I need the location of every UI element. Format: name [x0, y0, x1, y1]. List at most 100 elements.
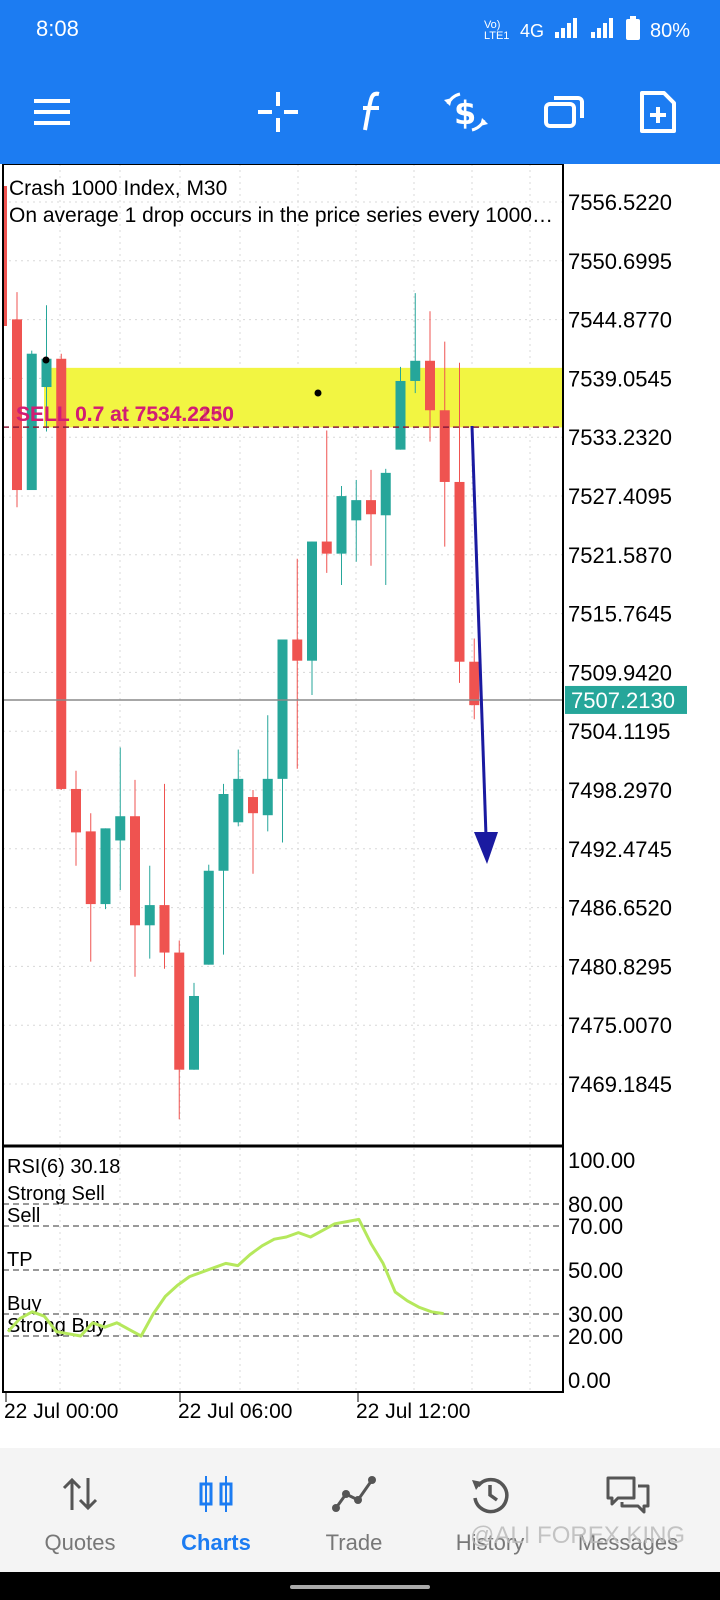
nav-history[interactable]: History — [418, 1448, 562, 1572]
candle — [100, 828, 111, 910]
price-axis-label: 7480.8295 — [568, 954, 672, 979]
status-time: 8:08 — [36, 16, 79, 41]
rsi-level-label: Sell — [7, 1205, 40, 1227]
charts-icon — [144, 1474, 288, 1514]
candle — [159, 783, 170, 969]
bottom-navigation: Quotes Charts Trade History Messages @AL… — [0, 1448, 720, 1572]
candle — [351, 479, 362, 562]
rsi-level-label: Strong Buy — [7, 1315, 106, 1337]
rsi-label: RSI(6) 30.18 — [7, 1156, 120, 1178]
candle — [321, 430, 332, 573]
candle — [85, 813, 96, 962]
candle-body — [12, 319, 22, 491]
signal-icon-2 — [590, 17, 616, 45]
candle-body — [307, 541, 317, 661]
new-document-icon[interactable] — [628, 82, 688, 142]
time-axis-label: 22 Jul 12:00 — [356, 1400, 470, 1423]
price-axis-label: 7492.4745 — [568, 837, 672, 862]
candle-body — [71, 788, 81, 833]
candle — [248, 789, 258, 874]
nav-label: Quotes — [44, 1530, 116, 1555]
candle-body — [218, 794, 229, 871]
candle — [12, 292, 22, 508]
chart-frame — [2, 163, 564, 1393]
rsi-line — [6, 1217, 444, 1338]
current-price-tag — [565, 685, 687, 714]
price-axis-label: 7533.2320 — [568, 425, 672, 450]
history-icon — [418, 1474, 562, 1514]
candle — [233, 749, 244, 827]
price-axis-label: 7539.0545 — [568, 366, 672, 391]
candle — [189, 982, 199, 1070]
candle-body — [469, 661, 480, 706]
candle-body — [248, 797, 258, 814]
signal-icon — [554, 17, 580, 45]
nav-trade[interactable]: Trade — [282, 1448, 426, 1572]
candle-body — [336, 496, 347, 554]
volte-indicator: Vo) LTE1 — [483, 19, 510, 42]
candle-body — [321, 541, 332, 554]
rsi-axis-label: 50.00 — [568, 1258, 623, 1283]
sell-zone — [44, 367, 563, 428]
candle-body — [351, 500, 362, 521]
battery-level: 80% — [649, 19, 690, 42]
candle-body — [425, 360, 435, 411]
home-indicator[interactable] — [290, 1585, 430, 1589]
nav-charts[interactable]: Charts — [144, 1448, 288, 1572]
crosshair-icon[interactable] — [248, 82, 308, 142]
rsi-axis-label: 20.00 — [568, 1324, 623, 1349]
price-axis-label: 7527.4095 — [568, 484, 672, 509]
chart-area[interactable]: SELL 0.7 at 7534.2250 SELL 0.7 at 7534.21… — [0, 163, 720, 1448]
price-axis-label: 7544.8770 — [568, 308, 672, 333]
indicators-icon[interactable] — [342, 82, 402, 142]
chart-title: Crash 1000 Index, M30 — [9, 177, 227, 200]
menu-icon[interactable] — [22, 82, 82, 142]
candle-body — [366, 500, 376, 515]
candle — [130, 779, 140, 977]
price-axis-label: 7509.9420 — [568, 660, 672, 685]
price-axis-label: 7475.0070 — [568, 1013, 672, 1038]
rsi-axis-label: 80.00 — [568, 1192, 623, 1217]
candle — [425, 311, 435, 442]
rsi-axis-label: 30.00 — [568, 1302, 623, 1327]
candle-body — [410, 360, 421, 381]
nav-label: Charts — [181, 1530, 251, 1555]
time-axis-label: 22 Jul 06:00 — [178, 1400, 292, 1423]
windows-icon[interactable] — [534, 82, 594, 142]
candle — [115, 747, 126, 890]
price-axis-label: 7504.1195 — [568, 719, 670, 744]
quotes-icon — [8, 1474, 152, 1514]
candle — [144, 865, 155, 959]
candle-body — [233, 778, 244, 823]
network-type: 4G — [519, 20, 544, 41]
status-bar: 8:08 Vo) LTE1 4G 80% — [0, 0, 720, 60]
rsi-axis-label: 70.00 — [568, 1214, 623, 1239]
candle-body — [292, 639, 303, 661]
candle-body — [395, 380, 406, 450]
rsi-axis-label: 0.00 — [568, 1368, 611, 1393]
candle — [174, 940, 185, 1120]
order-label: SELL 0.7 at 7534.2250 — [16, 403, 234, 426]
price-axis-label: 7486.6520 — [568, 896, 672, 921]
home-indicator-bar — [0, 1572, 720, 1600]
candle-body — [174, 952, 185, 1070]
trade-icon[interactable]: $ — [436, 82, 496, 142]
order-label-overlap: SELL 0.7 at 7534.2180 — [16, 403, 234, 426]
top-toolbar: $ — [0, 60, 720, 164]
candle-body — [41, 358, 52, 388]
arrow-line — [470, 425, 488, 837]
candle-body — [144, 905, 155, 926]
candle — [307, 541, 317, 696]
rsi-level-label: Buy — [7, 1293, 41, 1315]
nav-label: History — [455, 1530, 525, 1555]
candle — [366, 469, 376, 566]
candle-body — [380, 472, 391, 516]
nav-messages[interactable]: Messages — [556, 1448, 700, 1572]
nav-quotes[interactable]: Quotes — [8, 1448, 152, 1572]
status-icons: Vo) LTE1 4G 80% — [484, 16, 690, 46]
candle-body — [100, 828, 111, 905]
rsi-level-label: Strong Sell — [7, 1183, 105, 1205]
price-axis-label: 7550.6995 — [568, 249, 672, 274]
candle-body — [130, 816, 140, 926]
